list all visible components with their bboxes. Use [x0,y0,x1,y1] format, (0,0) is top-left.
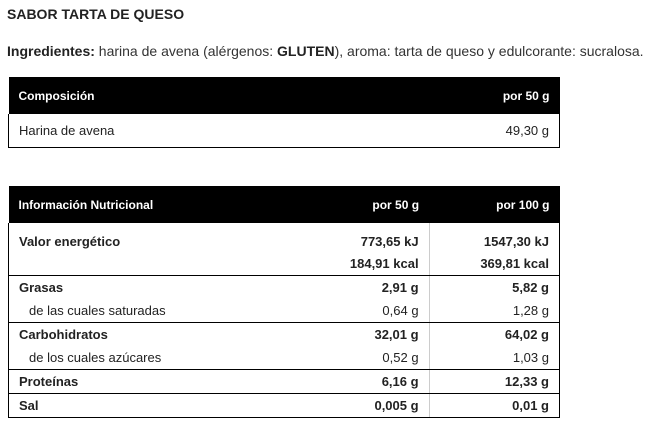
nutrient-per100: 64,02 g [429,322,561,346]
nutrient-per50: 773,65 kJ [310,223,430,252]
nutrition-header-per100: por 100 g [429,186,560,223]
nutrient-per50: 32,01 g [310,322,430,346]
allergen-gluten: GLUTEN [277,43,335,59]
ingredients-label: Ingredientes: [7,43,95,59]
ingredients-text-2: ), aroma: tarta de queso y edulcorante: … [334,43,644,59]
table-row: Harina de avena 49,30 g [8,114,561,148]
nutrition-header: Información Nutricional por 50 g por 100… [8,186,560,223]
nutrient-per50: 2,91 g [310,275,430,299]
nutrient-name: Grasas [8,275,311,299]
composition-header-per50: por 50 g [358,77,560,114]
nutrient-per100: 5,82 g [429,275,561,299]
nutrient-name: Sal [8,393,311,418]
ingredients-line: Ingredientes: harina de avena (alérgenos… [7,43,644,59]
nutrition-header-per50: por 50 g [310,186,430,223]
table-row: Sal 0,005 g 0,01 g [8,393,561,418]
ingredients-text-1: harina de avena (alérgenos: [94,43,278,59]
nutrient-per100: 1547,30 kJ [429,223,561,252]
nutrient-per100: 0,01 g [429,393,561,418]
nutrient-name: Valor energético [8,223,311,252]
composition-amount: 49,30 g [358,114,561,148]
table-row: Proteínas 6,16 g 12,33 g [8,369,561,394]
nutrient-per100: 1,03 g [429,346,561,370]
table-row: Carbohidratos 32,01 g 64,02 g [8,322,561,346]
composition-header: Composición por 50 g [8,77,560,114]
table-row: de los cuales azúcares 0,52 g 1,03 g [8,346,561,370]
composition-header-name: Composición [8,77,359,114]
nutrient-per50: 184,91 kcal [310,252,430,276]
nutrient-per100: 369,81 kcal [429,252,561,276]
nutrient-name: Proteínas [8,369,311,394]
composition-ingredient: Harina de avena [8,114,359,148]
nutrient-per50: 6,16 g [310,369,430,394]
table-row: 184,91 kcal 369,81 kcal [8,252,561,276]
nutrition-table: Información Nutricional por 50 g por 100… [8,186,561,418]
nutrient-name [8,252,311,276]
table-row: Valor energético 773,65 kJ 1547,30 kJ [8,223,561,252]
composition-table: Composición por 50 g Harina de avena 49,… [8,77,561,148]
nutrition-header-name: Información Nutricional [8,186,311,223]
nutrient-per50: 0,64 g [310,299,430,323]
nutrient-per100: 1,28 g [429,299,561,323]
product-flavor-title: SABOR TARTA DE QUESO [7,6,185,22]
nutrient-name: de las cuales saturadas [8,299,311,323]
nutrient-name: Carbohidratos [8,322,311,346]
nutrient-name: de los cuales azúcares [8,346,311,370]
nutrient-per50: 0,52 g [310,346,430,370]
table-row: Grasas 2,91 g 5,82 g [8,275,561,299]
nutrient-per100: 12,33 g [429,369,561,394]
nutrient-per50: 0,005 g [310,393,430,418]
table-row: de las cuales saturadas 0,64 g 1,28 g [8,299,561,323]
